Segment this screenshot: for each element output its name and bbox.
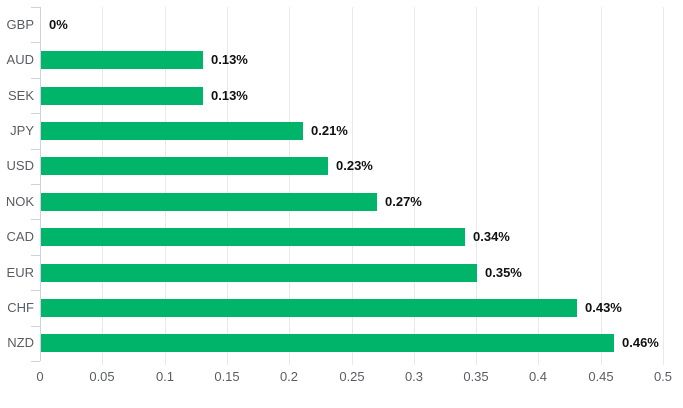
x-axis-tick-label: 0.35 bbox=[463, 369, 489, 384]
value-label-nok: 0.27% bbox=[385, 194, 422, 209]
value-label-usd: 0.23% bbox=[336, 158, 373, 173]
gridline bbox=[414, 7, 415, 365]
category-label-usd: USD bbox=[6, 158, 34, 173]
x-axis-tick-label: 0 bbox=[36, 369, 44, 384]
value-label-eur: 0.35% bbox=[485, 265, 522, 280]
category-label-jpy: JPY bbox=[10, 123, 34, 138]
bar-chf[interactable] bbox=[41, 299, 577, 317]
y-axis-tick bbox=[31, 184, 40, 185]
value-label-jpy: 0.21% bbox=[311, 123, 348, 138]
value-label-gbp: 0% bbox=[49, 17, 68, 32]
y-axis-tick bbox=[31, 78, 40, 79]
x-axis-tick-label: 0.45 bbox=[588, 369, 614, 384]
value-label-nzd: 0.46% bbox=[622, 335, 659, 350]
x-axis-tick-label: 0.3 bbox=[404, 369, 424, 384]
category-label-cad: CAD bbox=[6, 229, 34, 244]
y-axis-tick bbox=[31, 7, 40, 8]
bar-eur[interactable] bbox=[41, 264, 477, 282]
bar-usd[interactable] bbox=[41, 157, 328, 175]
gridline bbox=[102, 7, 103, 365]
x-axis-tick-label: 0.05 bbox=[89, 369, 115, 384]
y-axis-tick bbox=[31, 149, 40, 150]
gridline bbox=[227, 7, 228, 365]
value-label-sek: 0.13% bbox=[211, 88, 248, 103]
y-axis-line bbox=[40, 7, 41, 361]
category-label-sek: SEK bbox=[7, 88, 34, 103]
category-label-eur: EUR bbox=[6, 265, 34, 280]
y-axis-tick bbox=[31, 113, 40, 114]
category-label-gbp: GBP bbox=[6, 17, 34, 32]
category-label-nzd: NZD bbox=[7, 335, 34, 350]
bar-aud[interactable] bbox=[41, 51, 203, 69]
x-axis-tick-label: 0.2 bbox=[279, 369, 299, 384]
x-axis-tick-label: 0.15 bbox=[214, 369, 240, 384]
bar-nzd[interactable] bbox=[41, 334, 614, 352]
bar-jpy[interactable] bbox=[41, 122, 303, 140]
value-label-chf: 0.43% bbox=[585, 300, 622, 315]
y-axis-tick bbox=[31, 326, 40, 327]
gridline bbox=[165, 7, 166, 365]
x-axis-tick-label: 0.4 bbox=[528, 369, 548, 384]
category-label-aud: AUD bbox=[6, 52, 34, 67]
y-axis-tick bbox=[31, 290, 40, 291]
y-axis-tick bbox=[31, 255, 40, 256]
bar-sek[interactable] bbox=[41, 87, 203, 105]
gridline bbox=[663, 7, 664, 365]
value-label-aud: 0.13% bbox=[211, 52, 248, 67]
x-axis-tick-label: 0.25 bbox=[339, 369, 365, 384]
x-axis-tick-label: 0.1 bbox=[155, 369, 175, 384]
gridline bbox=[476, 7, 477, 365]
gridline bbox=[289, 7, 290, 365]
y-axis-tick bbox=[31, 42, 40, 43]
y-axis-tick bbox=[31, 361, 40, 362]
category-label-chf: CHF bbox=[7, 300, 34, 315]
x-axis-tick-label: 0.5 bbox=[653, 369, 673, 384]
bar-cad[interactable] bbox=[41, 228, 465, 246]
gridline bbox=[601, 7, 602, 365]
gridline bbox=[538, 7, 539, 365]
gridline bbox=[352, 7, 353, 365]
bar-nok[interactable] bbox=[41, 193, 377, 211]
y-axis-tick bbox=[31, 219, 40, 220]
value-label-cad: 0.34% bbox=[473, 229, 510, 244]
category-label-nok: NOK bbox=[5, 194, 34, 209]
